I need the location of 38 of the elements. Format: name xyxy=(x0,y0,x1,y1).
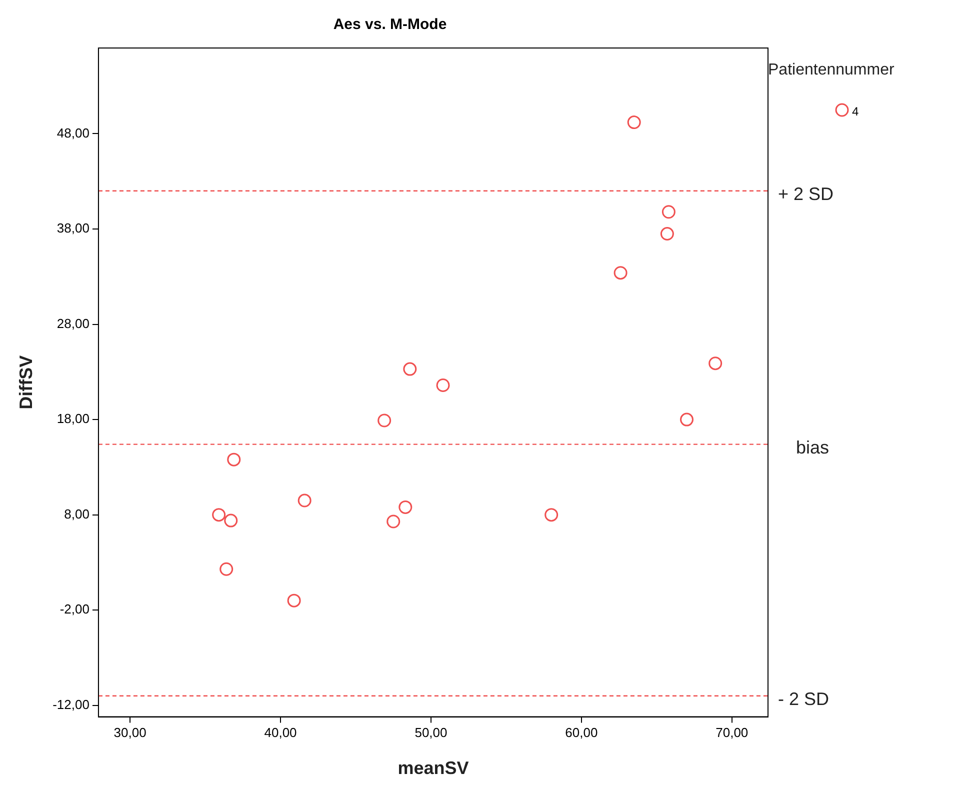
y-tick-label: -12,00 xyxy=(52,696,90,712)
point xyxy=(220,562,234,576)
y-tick-label: 18,00 xyxy=(56,411,90,426)
point xyxy=(614,266,628,280)
legend-label: 4 xyxy=(852,104,859,118)
point xyxy=(544,508,558,522)
point xyxy=(227,452,241,466)
point xyxy=(298,494,312,508)
point xyxy=(708,356,722,370)
ref-line-label: bias xyxy=(796,437,830,458)
y-tick-label: 28,00 xyxy=(56,316,90,331)
x-tick-label: 70,00 xyxy=(716,725,748,740)
legend-title: Patientennummer xyxy=(768,61,895,78)
point xyxy=(224,514,238,528)
x-axis-title: meanSV xyxy=(398,758,469,778)
point xyxy=(378,414,392,428)
chart-title: Aes vs. M-Mode xyxy=(333,16,447,34)
point xyxy=(398,500,412,514)
ref-line-label: + 2 SD xyxy=(778,184,834,204)
y-tick-label: 48,00 xyxy=(56,125,90,140)
y-axis-title: DiffSV xyxy=(16,355,36,410)
point xyxy=(436,378,450,392)
x-tick-label: 60,00 xyxy=(565,725,598,740)
point xyxy=(212,508,226,522)
point xyxy=(680,412,694,426)
point xyxy=(660,227,674,241)
x-tick-label: 40,00 xyxy=(264,725,297,740)
y-tick-label: -2,00 xyxy=(60,602,90,617)
point xyxy=(386,514,400,528)
x-tick-label: 30,00 xyxy=(114,725,146,740)
point xyxy=(627,116,641,130)
x-tick-label: 50,00 xyxy=(414,725,448,740)
y-tick-label: 38,00 xyxy=(56,220,90,236)
point xyxy=(662,205,676,219)
point xyxy=(287,594,301,608)
ref-line-label: - 2 SD xyxy=(778,688,830,709)
point xyxy=(403,362,417,376)
y-tick-label: 8,00 xyxy=(64,506,90,522)
